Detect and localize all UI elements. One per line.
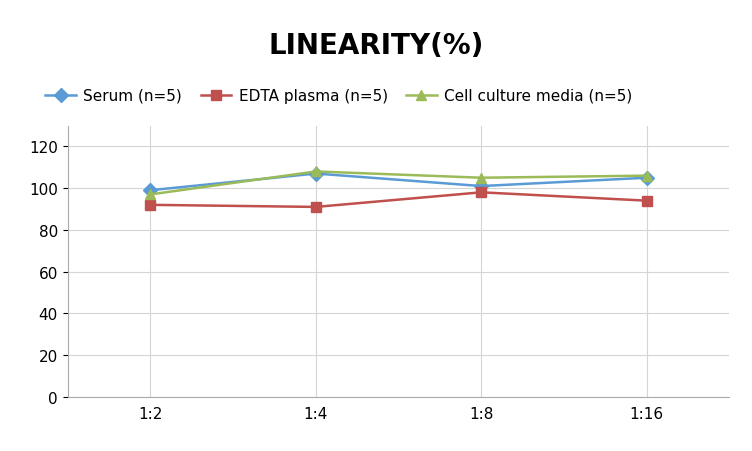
EDTA plasma (n=5) bbox=[642, 198, 651, 204]
Serum (n=5) bbox=[477, 184, 486, 189]
Text: LINEARITY(%): LINEARITY(%) bbox=[268, 32, 484, 60]
EDTA plasma (n=5) bbox=[477, 190, 486, 196]
Line: EDTA plasma (n=5): EDTA plasma (n=5) bbox=[146, 188, 651, 212]
Serum (n=5) bbox=[311, 171, 320, 177]
EDTA plasma (n=5) bbox=[311, 205, 320, 210]
Legend: Serum (n=5), EDTA plasma (n=5), Cell culture media (n=5): Serum (n=5), EDTA plasma (n=5), Cell cul… bbox=[45, 89, 632, 104]
Cell culture media (n=5) bbox=[146, 192, 155, 198]
Cell culture media (n=5) bbox=[311, 170, 320, 175]
Line: Serum (n=5): Serum (n=5) bbox=[146, 169, 651, 196]
EDTA plasma (n=5) bbox=[146, 202, 155, 208]
Cell culture media (n=5) bbox=[477, 175, 486, 181]
Line: Cell culture media (n=5): Cell culture media (n=5) bbox=[146, 167, 651, 200]
Cell culture media (n=5) bbox=[642, 174, 651, 179]
Serum (n=5) bbox=[146, 188, 155, 193]
Serum (n=5) bbox=[642, 175, 651, 181]
